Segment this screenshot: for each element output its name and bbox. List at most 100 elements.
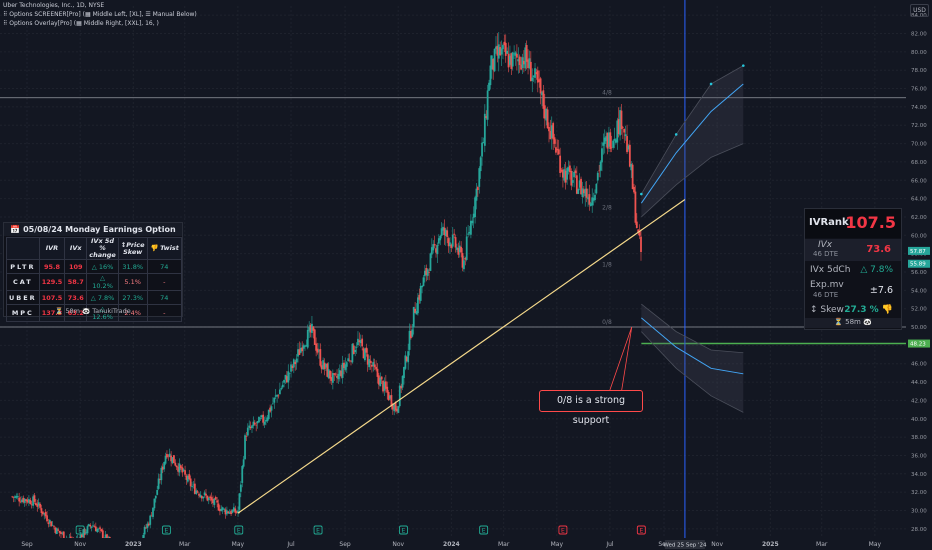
candle-body	[490, 55, 493, 70]
table-row[interactable]: PLTR 95.8 109 △ 16% 31.8% 74	[6, 259, 183, 274]
candle-body	[433, 244, 436, 246]
candle-body	[323, 362, 326, 370]
candle-body	[496, 45, 499, 56]
time-tick-label: 2023	[125, 541, 142, 548]
candle-body	[200, 495, 203, 499]
candle-body	[53, 526, 55, 528]
earnings-marker	[234, 525, 244, 535]
expmv-dte: 46 DTE	[813, 291, 839, 299]
candle-body	[429, 253, 432, 271]
candle-body	[457, 248, 460, 255]
currency-button[interactable]: USD	[910, 4, 929, 17]
table-row[interactable]: UBER 107.5 73.6 △ 7.8% 27.3% 74	[6, 290, 183, 305]
candle-body	[527, 59, 529, 69]
earnings-marker-label: E	[482, 528, 486, 535]
candle-body	[40, 508, 43, 513]
candle-body	[400, 385, 403, 389]
candle-body	[298, 349, 301, 355]
candle-body	[350, 361, 352, 362]
candle-body	[232, 507, 235, 512]
candle-body	[366, 354, 369, 365]
candle-body	[345, 362, 348, 367]
candle-body	[362, 348, 365, 359]
earnings-marker-label: E	[402, 528, 406, 535]
price-tick-label: 68.00	[911, 160, 927, 166]
candle-body	[255, 424, 258, 426]
candle-body	[262, 414, 265, 423]
candle-body	[156, 489, 159, 495]
indicator-overlay-label[interactable]: ⠿ Options Overlay[Pro] (▦ Middle Right, …	[3, 20, 159, 27]
candle-body	[581, 188, 584, 197]
candle-body	[245, 436, 248, 437]
price-tick-label: 52.00	[911, 307, 927, 313]
candle-body	[89, 524, 92, 527]
candle-body	[517, 59, 520, 62]
candle-body	[532, 75, 535, 77]
ivx5d-cell: △ 16%	[86, 259, 119, 274]
candle-body	[189, 478, 192, 487]
ivrank-label: IVRank	[809, 217, 849, 228]
candle-body	[502, 45, 504, 50]
candle-body	[143, 526, 146, 535]
candle-body	[620, 110, 623, 130]
candle-body	[596, 172, 599, 181]
candle-body	[631, 164, 634, 190]
candle-body	[242, 459, 245, 467]
candle-body	[170, 455, 173, 462]
candle-body	[239, 484, 242, 492]
time-tick-label: 2025	[762, 541, 779, 548]
candle-body	[267, 409, 270, 420]
candle-body	[160, 467, 163, 481]
candle-body	[324, 363, 327, 368]
candle-body	[309, 325, 312, 333]
table-row[interactable]: MPC 137.3 63.2 △ 12.6% 2.4% -	[6, 304, 183, 322]
support-callout: 0/8 is a strong support	[539, 390, 643, 426]
candle-body	[428, 272, 430, 273]
skew-value: 27.3 % 👎	[844, 305, 893, 315]
candle-body	[259, 418, 262, 420]
candle-body	[178, 463, 181, 473]
table-row[interactable]: CAT 129.5 58.7 △ 10.2% 5.1% -	[6, 273, 183, 291]
candle-body	[575, 175, 578, 194]
price-label-box	[908, 246, 930, 255]
candle-body	[219, 509, 221, 512]
candle-body	[605, 136, 608, 142]
murrey-label: 0/8	[602, 319, 612, 326]
murrey-label: 2/8	[602, 204, 612, 211]
candle-body	[546, 109, 549, 129]
candle-body	[94, 526, 97, 532]
candle-body	[460, 246, 463, 253]
candle-body	[212, 499, 214, 504]
candle-body	[15, 495, 18, 498]
candle-body	[213, 498, 216, 505]
ticker-cell: CAT	[6, 273, 40, 291]
price-tick-label: 36.00	[911, 453, 927, 459]
candle-body	[157, 478, 160, 489]
indicator-screener-label[interactable]: ⠿ Options SCREENER[Pro] (▦ Middle Left, …	[3, 11, 197, 18]
candle-body	[419, 286, 422, 301]
candle-body	[175, 465, 178, 468]
candle-body	[338, 370, 341, 376]
ivx-row: IVx 46 DTE 73.6	[805, 239, 901, 261]
candle-body	[640, 236, 642, 253]
candle-body	[97, 528, 100, 530]
price-tick-label: 34.00	[911, 472, 927, 478]
candle-body	[478, 168, 481, 187]
ivx5d-row: IVx 5dCh △ 7.8%	[805, 262, 901, 279]
candle-body	[252, 421, 255, 426]
candle-body	[230, 510, 232, 515]
twist-cell: 74	[146, 290, 183, 305]
candle-body	[545, 108, 548, 121]
candle-body	[500, 48, 503, 55]
earnings-marker	[161, 525, 171, 535]
candle-body	[482, 142, 485, 144]
candle-body	[14, 496, 16, 498]
candle-body	[308, 326, 311, 331]
candle-body	[637, 229, 640, 233]
candle-body	[619, 110, 621, 136]
price-label: 55.89	[910, 262, 926, 268]
time-tick-label: May	[869, 541, 882, 548]
candle-body	[60, 532, 62, 535]
candle-body	[541, 92, 543, 96]
